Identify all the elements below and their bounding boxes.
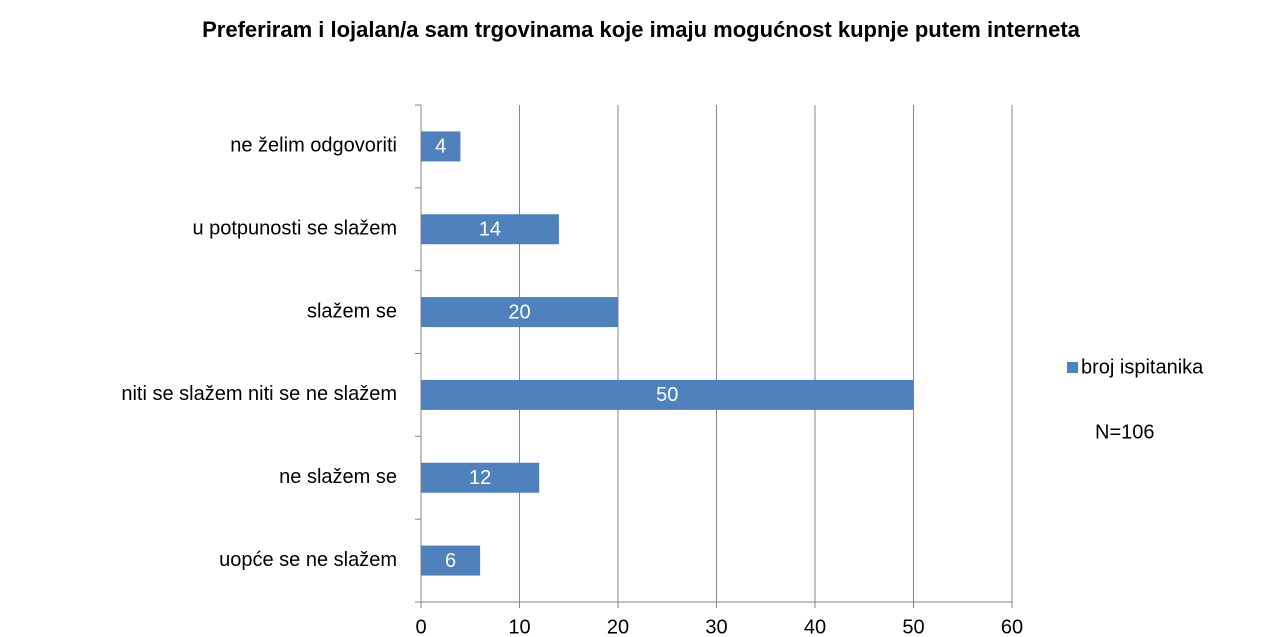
bar xyxy=(421,545,481,576)
y-tick-label: ne želim odgovoriti xyxy=(230,135,397,157)
bar xyxy=(421,131,461,162)
x-tick-label: 20 xyxy=(607,616,629,637)
x-tick-label: 50 xyxy=(902,616,924,637)
legend-label: broj ispitanika xyxy=(1081,356,1204,378)
value-label: 20 xyxy=(508,301,530,323)
annotation: N=106 xyxy=(1095,421,1155,443)
y-tick-label: ne slažem se xyxy=(279,466,397,488)
y-tick-label: uopće se ne slažem xyxy=(219,549,397,571)
x-tick-label: 40 xyxy=(804,616,826,637)
value-label: 4 xyxy=(435,136,446,158)
value-label: 50 xyxy=(656,384,678,406)
y-tick-label: niti se slažem niti se ne slažem xyxy=(121,383,397,405)
x-tick-label: 10 xyxy=(508,616,530,637)
bar xyxy=(421,214,559,245)
x-tick-label: 60 xyxy=(1001,616,1023,637)
value-label: 6 xyxy=(445,550,456,572)
y-tick-label: u potpunosti se slažem xyxy=(192,218,397,240)
bar xyxy=(421,379,914,410)
value-label: 14 xyxy=(479,219,501,241)
bar xyxy=(421,462,540,493)
legend-swatch xyxy=(1067,362,1078,373)
x-tick-label: 0 xyxy=(415,616,426,637)
bar xyxy=(421,297,618,328)
value-label: 12 xyxy=(469,467,491,489)
chart-title: Preferiram i lojalan/a sam trgovinama ko… xyxy=(202,17,1080,42)
y-tick-label: slažem se xyxy=(307,300,397,322)
x-tick-label: 30 xyxy=(705,616,727,637)
